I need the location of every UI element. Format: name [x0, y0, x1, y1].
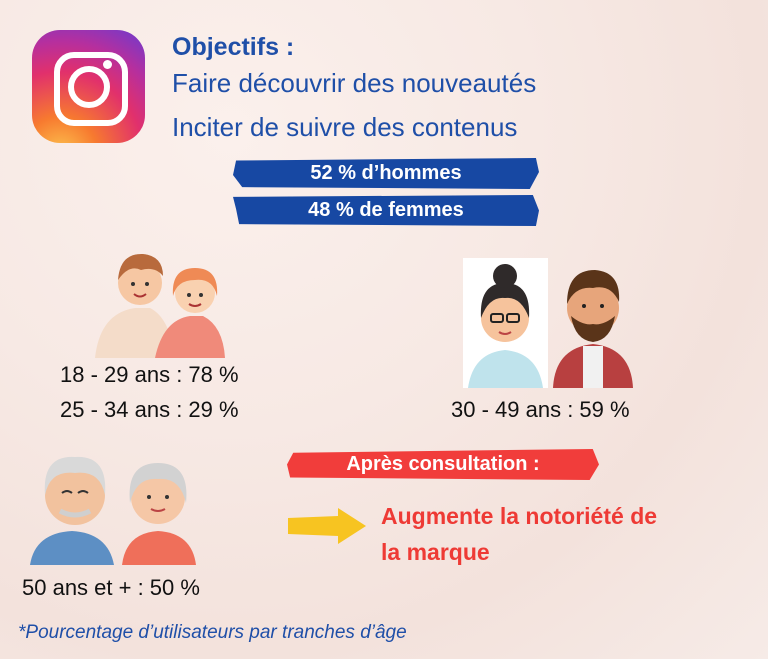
senior-couple-illustration [30, 456, 196, 565]
age-25-34-text: 25 - 34 ans : 29 % [60, 397, 239, 422]
objective-follow: Inciter de suivre des contenus [172, 112, 518, 142]
age-18-29-text: 18 - 29 ans : 78 % [60, 362, 239, 387]
after-consultation-banner: Après consultation : [287, 449, 599, 480]
young-couple-illustration [95, 253, 225, 358]
women-percentage-label: 48 % de femmes [308, 199, 464, 221]
women-percentage-banner: 48 % de femmes [233, 195, 539, 226]
after-consultation-label: Après consultation : [346, 453, 540, 475]
result-line-2: la marque [381, 539, 490, 565]
age-30-49-text: 30 - 49 ans : 59 % [451, 397, 630, 422]
objective-discover: Faire découvrir des nouveautés [172, 68, 537, 98]
instagram-icon [32, 30, 145, 143]
arrow-right-icon [288, 508, 366, 544]
result-line-1: Augmente la notoriété de [381, 503, 658, 529]
objectives-title: Objectifs : [172, 33, 295, 61]
men-percentage-label: 52 % d’hommes [310, 162, 462, 184]
age-50-plus-text: 50 ans et + : 50 % [22, 575, 200, 600]
footnote: *Pourcentage d’utilisateurs par tranches… [18, 622, 407, 643]
men-percentage-banner: 52 % d’hommes [233, 158, 539, 189]
middle-age-couple-illustration [463, 258, 633, 388]
